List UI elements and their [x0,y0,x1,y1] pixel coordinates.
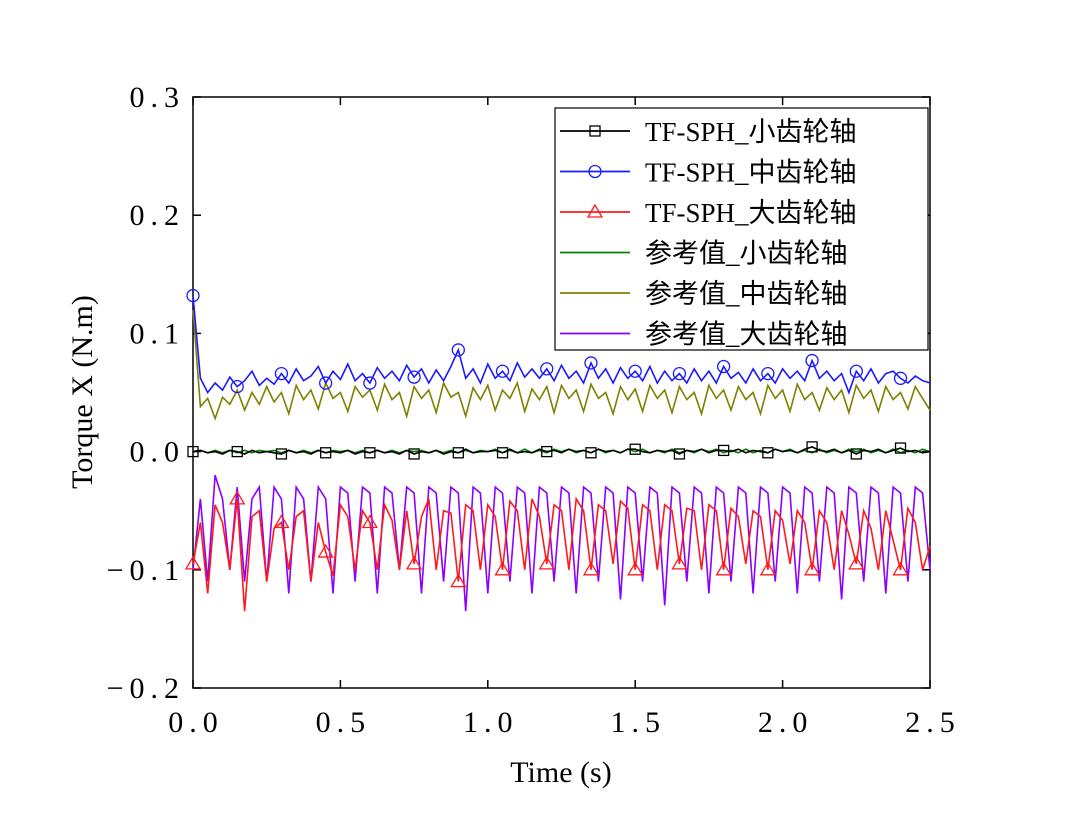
marker [495,364,510,378]
y-tick-label: 0.1 [130,317,186,350]
y-tick-label: −0.1 [107,554,185,587]
legend-label: TF-SPH_小齿轮轴 [645,117,857,147]
marker [588,164,602,179]
marker [320,447,332,459]
marker [894,442,907,454]
marker [848,555,865,570]
marker [589,125,601,137]
marker [671,555,688,570]
x-tick-label: 1.0 [463,706,519,739]
marker [582,561,600,576]
legend-box [554,107,929,351]
x-tick-label: 0.0 [168,706,224,739]
marker [541,445,553,458]
x-tick-label: 1.5 [610,706,666,739]
marker [363,376,377,390]
marker [229,490,246,505]
marker [451,343,465,357]
marker [715,561,732,576]
marker [803,561,821,576]
x-axis-label: Time (s) [510,756,611,789]
marker [275,448,288,460]
y-tick-label: 0.0 [130,436,186,469]
y-tick-label: 0.2 [130,199,186,232]
marker [585,447,597,459]
marker [184,555,202,570]
marker [452,447,464,459]
series-line [192,496,931,612]
marker [717,444,730,457]
legend-label: TF-SPH_中齿轮轴 [645,158,857,188]
marker [186,288,200,303]
x-tick-label: 0.5 [316,706,372,739]
series-line [192,309,931,421]
marker [892,561,909,576]
marker [273,514,290,529]
plot-frame [192,96,931,689]
marker [584,356,598,370]
marker [231,445,243,458]
marker [893,371,908,385]
marker [759,561,776,576]
marker [274,366,289,381]
marker [319,376,333,390]
series-line [192,295,931,395]
legend-label: 参考值_大齿轮轴 [645,320,848,350]
marker [762,447,774,459]
marker [849,364,863,378]
marker [629,443,641,455]
marker [364,447,376,459]
y-axis-label: Torque X (N.m) [66,295,99,489]
legend-label: 参考值_中齿轮轴 [645,279,848,309]
marker [407,370,421,384]
series-line [192,474,931,612]
marker [850,448,862,460]
x-tick-label: 2.0 [758,706,814,739]
marker [806,441,818,453]
marker [494,561,511,576]
marker [187,445,199,458]
y-tick-label: 0.3 [130,81,186,114]
marker [672,366,687,381]
marker [627,561,644,576]
marker [761,366,775,381]
marker [450,573,467,588]
marker [405,555,423,570]
y-tick-label: −0.2 [107,672,185,705]
marker [716,359,731,374]
marker [673,448,686,460]
marker [496,447,509,459]
legend-label: 参考值_小齿轮轴 [645,239,848,269]
marker [586,203,604,218]
marker [540,362,554,376]
x-tick-label: 2.5 [905,706,961,739]
marker [230,379,244,394]
marker [628,364,642,378]
legend-label: TF-SPH_大齿轮轴 [645,198,857,228]
marker [317,543,334,558]
marker [805,353,819,368]
marker [538,555,555,570]
marker [361,514,379,529]
marker [408,448,420,460]
